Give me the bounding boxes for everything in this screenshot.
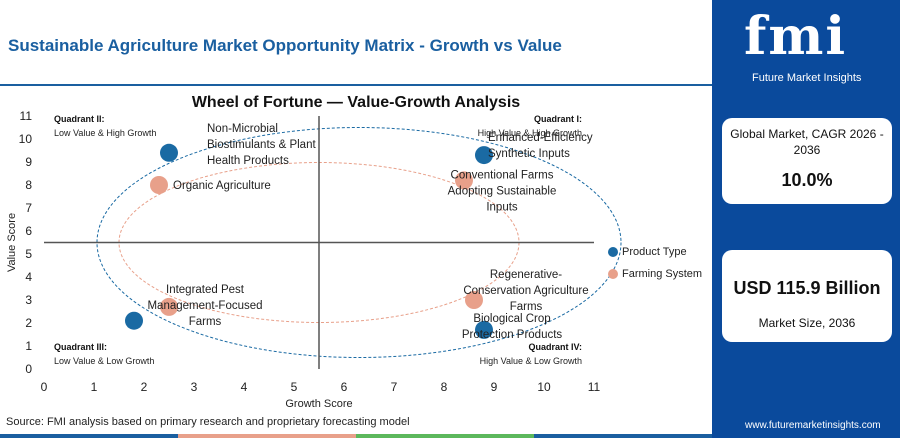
x-tick-label: 6: [341, 380, 348, 394]
header: Sustainable Agriculture Market Opportuni…: [0, 0, 712, 88]
product-type-point: [125, 311, 143, 330]
farming-system-point: [465, 291, 483, 309]
market-size-card: USD 115.9 Billion Market Size, 2036: [722, 250, 892, 342]
x-tick-label: 9: [491, 380, 498, 394]
product-type-point: [475, 146, 493, 165]
point-label: Health Products: [207, 155, 289, 167]
point-label: Inputs: [486, 201, 518, 213]
legend-item-farming-system: Farming System: [608, 268, 702, 280]
brand-logo: fmi Future Market Insights: [722, 6, 890, 84]
legend-marker-product-type: [608, 247, 618, 257]
x-tick-label: 10: [537, 380, 551, 394]
quadrant-subtitle-q2: Low Value & High Growth: [54, 128, 156, 138]
chart-legend: Product Type Farming System: [608, 246, 702, 290]
x-tick-label: 1: [91, 380, 98, 394]
quadrant-subtitle-q4: High Value & Low Growth: [480, 356, 582, 366]
y-tick-label: 0: [25, 362, 32, 376]
point-label: Farms: [510, 301, 543, 313]
x-tick-label: 5: [291, 380, 298, 394]
point-label: Conventional Farms: [451, 169, 554, 181]
legend-marker-farming-system: [608, 269, 618, 279]
y-tick-label: 9: [25, 155, 32, 169]
header-divider: [0, 84, 712, 86]
market-size-label: Market Size, 2036: [758, 316, 856, 330]
source-note: Source: FMI analysis based on primary re…: [6, 416, 410, 428]
quadrant-subtitle-q1: High Value & High Growth: [478, 128, 582, 138]
point-label: Integrated Pest: [166, 284, 245, 296]
quadrant-title-q1: Quadrant I:: [534, 114, 582, 124]
quadrant-subtitle-q3: Low Value & Low Growth: [54, 356, 154, 366]
cagr-label: Global Market, CAGR 2026 - 2036: [730, 127, 884, 157]
x-tick-label: 2: [141, 380, 148, 394]
market-size-value: USD 115.9 Billion: [733, 278, 881, 298]
y-tick-label: 11: [20, 109, 33, 123]
page-title: Sustainable Agriculture Market Opportuni…: [8, 36, 562, 55]
product-type-point: [160, 143, 178, 162]
farming-system-point: [455, 171, 473, 190]
y-tick-label: 7: [25, 201, 32, 215]
website-url[interactable]: www.futuremarketinsights.com: [745, 420, 881, 431]
point-label: Adopting Sustainable: [448, 185, 557, 197]
y-tick-label: 4: [25, 270, 32, 284]
x-tick-label: 7: [391, 380, 398, 394]
y-tick-label: 1: [25, 339, 32, 353]
farming-system-point: [150, 176, 168, 194]
legend-item-product-type: Product Type: [608, 246, 702, 258]
bottom-color-strip: [0, 434, 712, 438]
sidebar: fmi Future Market Insights Global Market…: [712, 0, 900, 438]
y-tick-label: 2: [25, 316, 32, 330]
legend-label: Farming System: [622, 268, 703, 280]
point-label: Enhanced-Efficiency: [488, 132, 593, 144]
legend-label: Product Type: [622, 246, 687, 258]
x-tick-label: 11: [588, 380, 601, 394]
point-label: Conservation Agriculture: [463, 285, 588, 297]
scatter-chart: 0 1 2 3 4 5 6 7 8 9 10 11 0 1 2 3 4 5 6 7 8 9 10 11 Growth Score…: [6, 109, 622, 410]
point-label: Biostimulants & Plant: [207, 139, 316, 151]
x-tick-label: 4: [241, 380, 248, 394]
point-label: Management-Focused: [147, 300, 262, 312]
quadrant-title-q2: Quadrant II:: [54, 114, 105, 124]
point-label: Regenerative-: [490, 269, 562, 281]
point-label: Biological Crop: [473, 313, 550, 325]
quadrant-title-q4: Quadrant IV:: [528, 342, 582, 352]
product-type-ellipse: [96, 127, 622, 358]
y-tick-label: 3: [25, 293, 32, 307]
point-label: Non-Microbial: [207, 123, 278, 135]
y-axis-label: Value Score: [6, 213, 18, 272]
point-label: Synthetic Inputs: [488, 148, 570, 160]
y-tick-label: 10: [19, 132, 33, 146]
y-tick-label: 8: [25, 178, 32, 192]
x-tick-label: 0: [41, 380, 48, 394]
cagr-value: 10.0%: [781, 170, 833, 190]
product-type-point: [475, 320, 493, 339]
cagr-card: Global Market, CAGR 2026 - 2036 10.0%: [722, 118, 892, 204]
farming-system-point: [160, 297, 178, 316]
point-label: Farms: [189, 316, 222, 328]
x-axis-label: Growth Score: [285, 398, 352, 410]
logo-wordmark: fmi: [744, 6, 848, 67]
y-tick-label: 6: [25, 224, 32, 238]
quadrant-title-q3: Quadrant III:: [54, 342, 107, 352]
point-label: Protection Products: [462, 329, 563, 341]
logo-tagline: Future Market Insights: [752, 72, 862, 84]
x-tick-label: 3: [191, 380, 198, 394]
point-label: Organic Agriculture: [173, 180, 271, 192]
y-tick-label: 5: [25, 247, 32, 261]
x-tick-label: 8: [441, 380, 448, 394]
chart-title: Wheel of Fortune — Value-Growth Analysis: [191, 94, 521, 111]
